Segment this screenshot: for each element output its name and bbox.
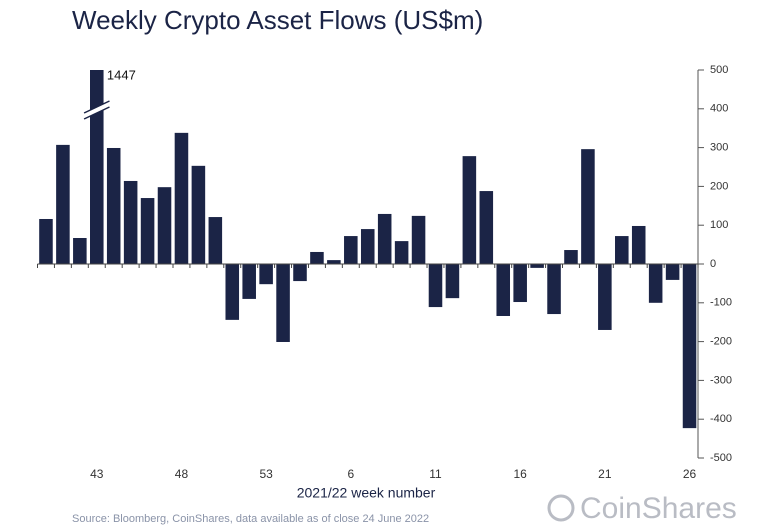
value-label: 1447 xyxy=(107,67,136,82)
bar xyxy=(547,264,561,315)
y-tick-label: 400 xyxy=(710,103,728,115)
y-tick-label: -300 xyxy=(710,374,732,386)
source-note: Source: Bloomberg, CoinShares, data avai… xyxy=(72,513,429,525)
bar xyxy=(73,238,87,264)
bar xyxy=(208,217,223,264)
x-tick-label: 6 xyxy=(347,467,354,481)
bar xyxy=(293,264,307,282)
bar xyxy=(106,147,121,264)
bar xyxy=(615,236,629,264)
bar xyxy=(344,236,358,264)
bar xyxy=(56,144,70,264)
x-tick-label: 21 xyxy=(598,467,612,481)
bar xyxy=(276,264,290,342)
bar xyxy=(428,264,443,308)
brand-name: CoinShares xyxy=(580,492,737,525)
bar xyxy=(598,264,612,330)
y-tick-label: -500 xyxy=(710,452,732,464)
bar xyxy=(140,198,155,264)
bar xyxy=(513,264,527,303)
x-tick-label: 26 xyxy=(683,467,697,481)
x-tick-label: 53 xyxy=(259,467,273,481)
y-tick-label: 0 xyxy=(710,258,716,270)
bar xyxy=(39,218,53,264)
bar xyxy=(462,156,477,264)
bar xyxy=(564,250,578,264)
bar xyxy=(174,132,189,264)
bar xyxy=(90,70,104,264)
chart-title: Weekly Crypto Asset Flows (US$m) xyxy=(72,5,483,35)
y-tick-label: -200 xyxy=(710,336,732,348)
bars xyxy=(39,70,697,429)
x-tick-label: 16 xyxy=(513,467,527,481)
bar xyxy=(631,225,646,264)
bar xyxy=(479,191,494,264)
y-tick-label: 100 xyxy=(710,219,728,231)
bar xyxy=(530,264,544,268)
bar xyxy=(310,251,324,264)
bar xyxy=(411,215,426,264)
bar xyxy=(191,165,206,264)
bar xyxy=(242,264,256,299)
logo-icon xyxy=(547,494,575,522)
bar xyxy=(259,264,273,285)
bar xyxy=(581,149,595,264)
bar xyxy=(394,241,409,264)
y-tick-label: 300 xyxy=(710,142,728,154)
x-axis-label: 2021/22 week number xyxy=(297,485,436,501)
bar xyxy=(157,187,172,264)
bar xyxy=(225,264,240,320)
bar xyxy=(123,180,138,264)
bar xyxy=(496,264,511,316)
bar xyxy=(648,264,663,303)
bar xyxy=(682,264,697,429)
axis-break xyxy=(82,101,111,119)
x-tick-label: 11 xyxy=(429,467,442,481)
bar xyxy=(377,213,392,264)
bar xyxy=(327,260,341,264)
y-tick-label: 500 xyxy=(710,64,728,76)
brand-logo: CoinShares xyxy=(547,492,737,525)
axis-break-mark xyxy=(83,106,110,120)
bar xyxy=(360,229,375,264)
axis-break-mark xyxy=(83,100,110,114)
y-tick-label: -100 xyxy=(710,297,732,309)
bar xyxy=(445,264,460,299)
x-tick-label: 48 xyxy=(175,467,189,481)
y-tick-label: -400 xyxy=(710,413,732,425)
y-tick-label: 200 xyxy=(710,180,728,192)
x-tick-label: 43 xyxy=(90,467,104,481)
bar xyxy=(665,264,680,280)
